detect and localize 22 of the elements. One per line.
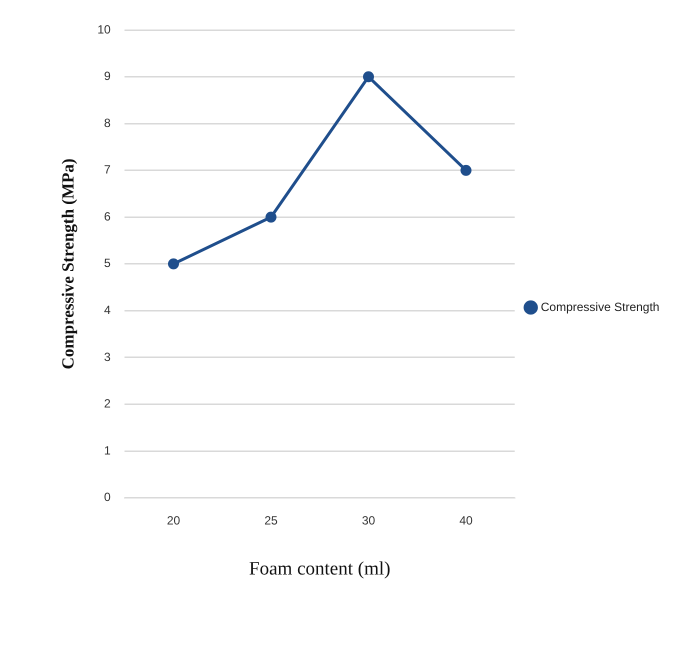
x-tick-label: 40	[459, 513, 473, 528]
y-tick-label: 0	[104, 490, 112, 504]
y-tick-label: 5	[104, 256, 112, 270]
x-tick-label: 25	[264, 513, 278, 528]
x-axis-title: Foam content (ml)	[249, 558, 390, 580]
y-tick-label: 3	[104, 350, 112, 364]
y-tick-label: 9	[104, 69, 112, 84]
y-tick-label: 1	[104, 443, 112, 458]
x-tick-label: 30	[362, 513, 376, 528]
y-tick-label: 6	[104, 209, 112, 224]
x-tick-label: 20	[166, 513, 180, 528]
y-tick-label: 4	[104, 302, 112, 317]
point	[168, 258, 179, 270]
y-tick-label: 8	[104, 116, 112, 130]
y-tick-label: 2	[104, 396, 112, 411]
point	[266, 212, 276, 223]
y-axis-title: Compressive Strength (MPa)	[58, 158, 78, 370]
y-tick-label: 7	[104, 162, 112, 177]
y-tick-label: 10	[97, 22, 112, 36]
legend-label: Compressive Strength	[540, 300, 660, 314]
point	[363, 71, 374, 82]
point	[460, 164, 472, 176]
